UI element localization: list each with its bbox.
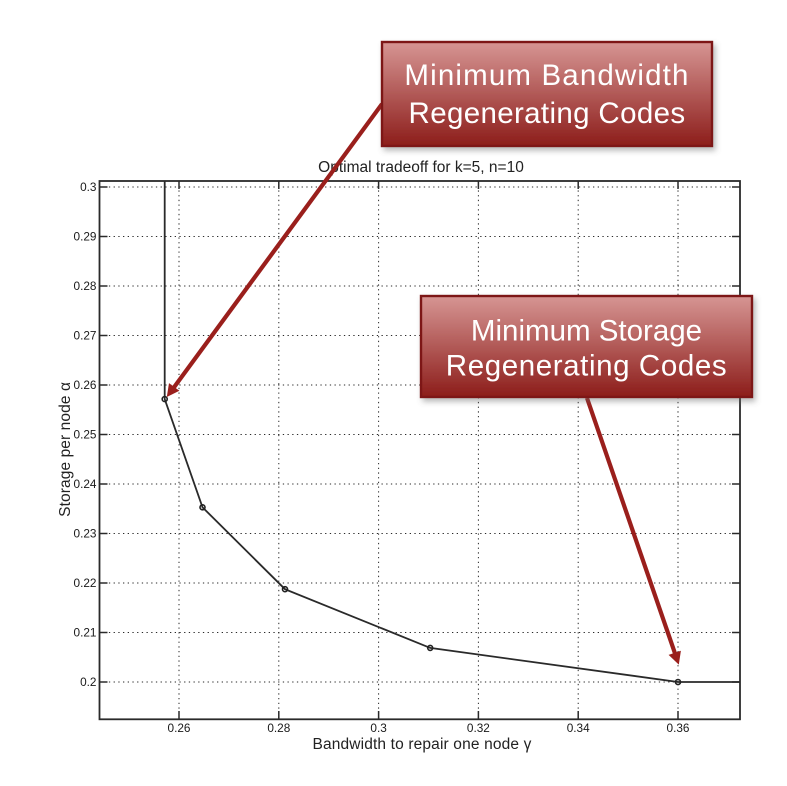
svg-text:0.2: 0.2 bbox=[80, 675, 96, 689]
svg-text:0.3: 0.3 bbox=[80, 180, 97, 194]
svg-text:0.36: 0.36 bbox=[667, 721, 690, 735]
svg-text:Bandwidth to repair one node γ: Bandwidth to repair one node γ bbox=[312, 736, 531, 753]
svg-text:0.29: 0.29 bbox=[74, 230, 97, 244]
svg-text:Minimum Storage: Minimum Storage bbox=[471, 315, 702, 348]
svg-text:0.21: 0.21 bbox=[74, 626, 97, 640]
svg-text:0.23: 0.23 bbox=[74, 527, 97, 541]
svg-text:0.24: 0.24 bbox=[74, 477, 97, 491]
svg-text:Regenerating Codes: Regenerating Codes bbox=[409, 97, 686, 130]
svg-text:Optimal tradeoff for k=5, n=10: Optimal tradeoff for k=5, n=10 bbox=[318, 159, 524, 176]
svg-text:Storage per node α: Storage per node α bbox=[57, 382, 74, 517]
svg-text:0.27: 0.27 bbox=[74, 329, 97, 343]
svg-text:0.26: 0.26 bbox=[74, 378, 97, 392]
svg-text:0.3: 0.3 bbox=[370, 721, 387, 735]
svg-text:0.32: 0.32 bbox=[467, 721, 490, 735]
svg-text:Regenerating Codes: Regenerating Codes bbox=[446, 350, 727, 383]
svg-text:0.28: 0.28 bbox=[74, 279, 97, 293]
svg-text:Minimum Bandwidth: Minimum Bandwidth bbox=[404, 59, 689, 92]
svg-text:0.25: 0.25 bbox=[74, 428, 97, 442]
svg-text:0.26: 0.26 bbox=[168, 721, 191, 735]
svg-text:0.28: 0.28 bbox=[267, 721, 290, 735]
svg-text:0.22: 0.22 bbox=[74, 576, 97, 590]
svg-text:0.34: 0.34 bbox=[567, 721, 590, 735]
